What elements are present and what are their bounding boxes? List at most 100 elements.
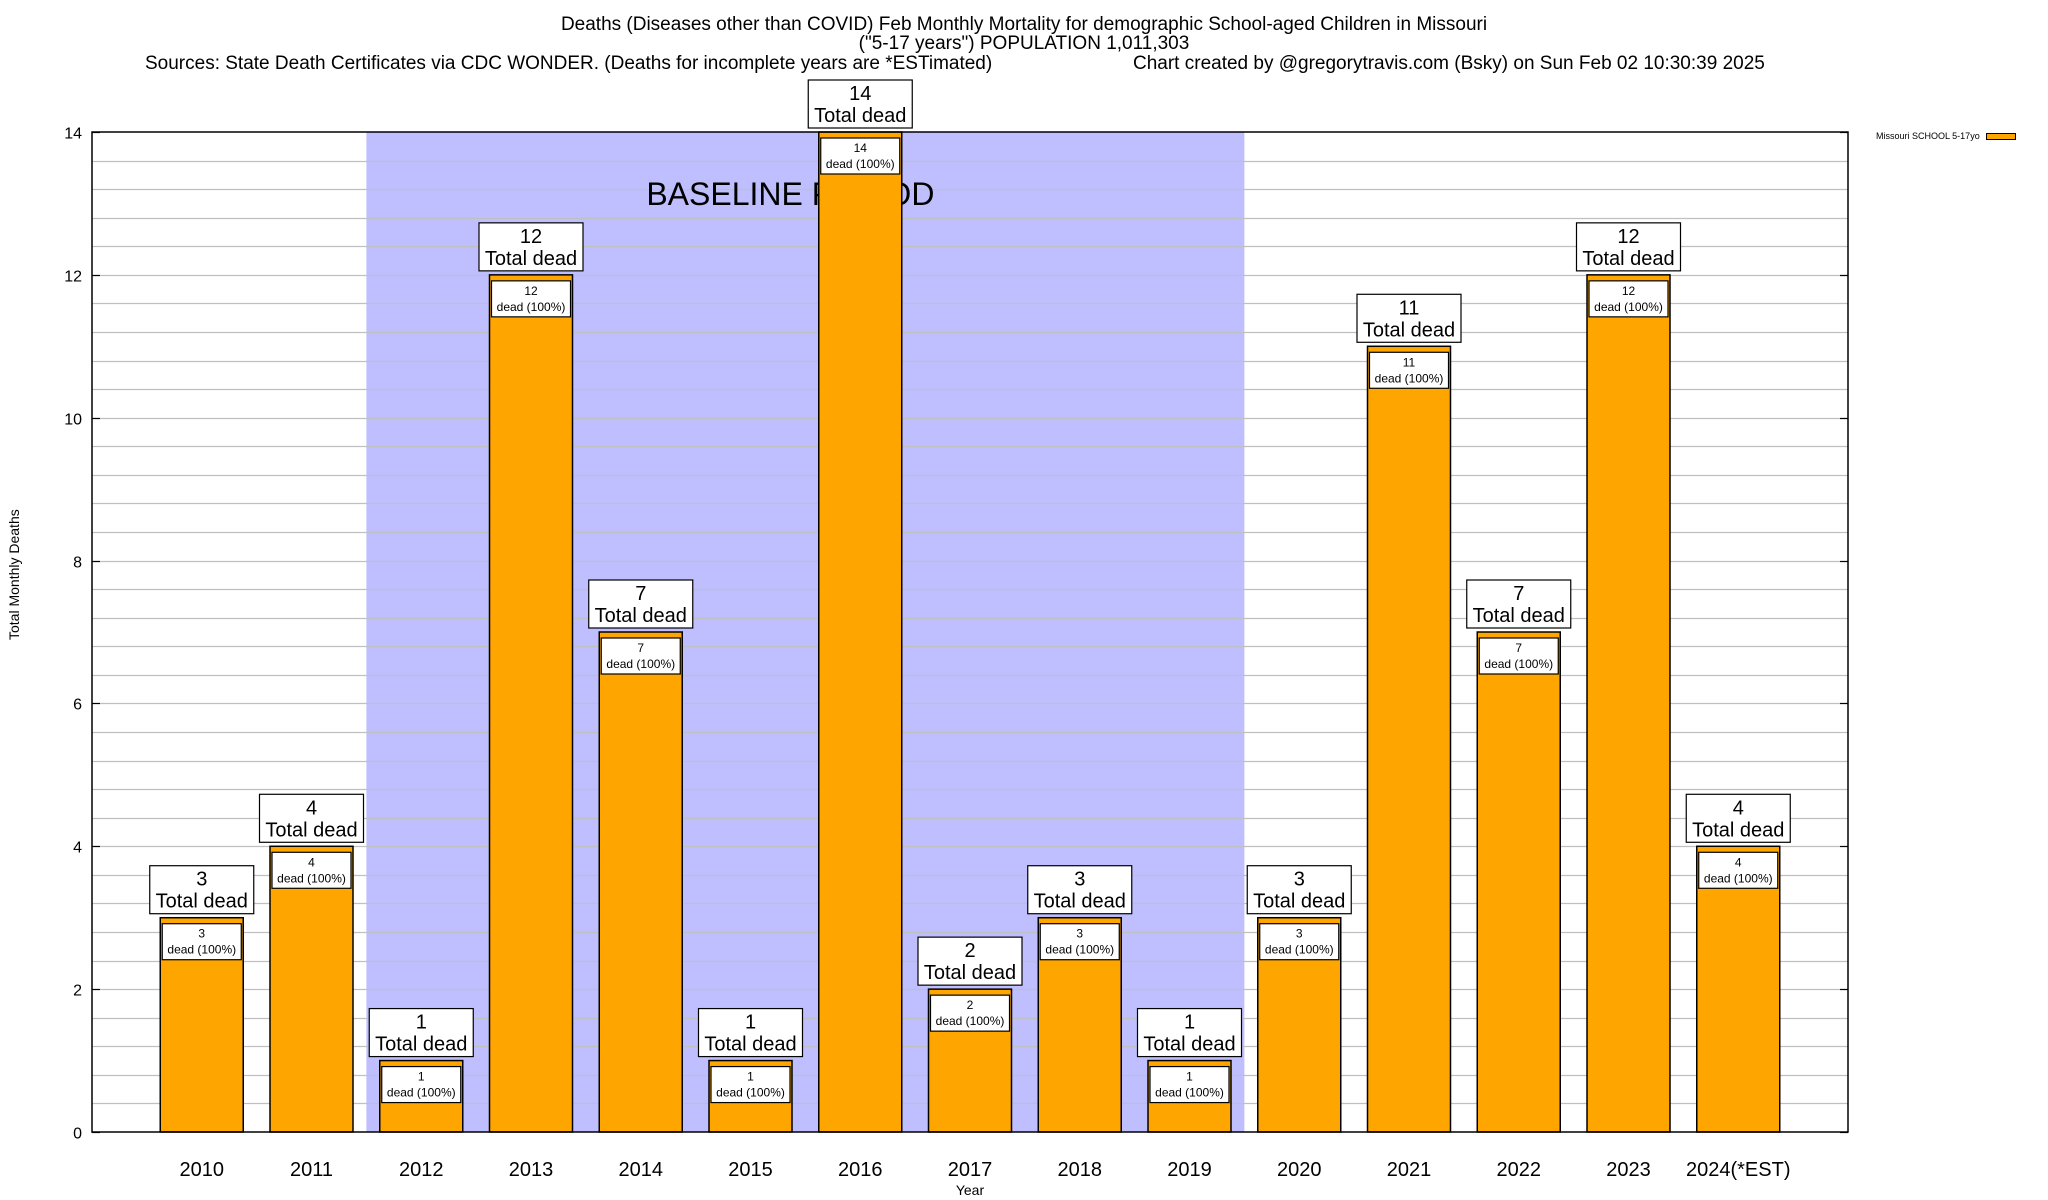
- bar-total-text-label: Total dead: [924, 962, 1016, 984]
- bar-inner-value-label: 14: [854, 141, 868, 155]
- x-tick-label: 2011: [290, 1159, 333, 1181]
- bar: [488, 274, 574, 1133]
- bar-inner-label-box: [1149, 1065, 1230, 1104]
- bar-total-text-label: Total dead: [595, 605, 687, 627]
- x-axis-label: Year: [955, 1182, 985, 1198]
- bar-inner-label-box: [600, 637, 681, 675]
- bar-total-label-box: [478, 222, 584, 272]
- bar-inner-value-label: 1: [747, 1070, 754, 1084]
- bar-inner-label-box: [1039, 923, 1120, 961]
- y-tick-label: 10: [64, 412, 82, 429]
- bar: [1586, 274, 1671, 1133]
- x-tick-label: 2016: [838, 1159, 883, 1181]
- bar-inner-percent-label: dead (100%): [936, 1014, 1005, 1028]
- x-tick-label: 2013: [509, 1159, 554, 1181]
- bar-total-text-label: Total dead: [1363, 319, 1455, 341]
- bar-total-text-label: Total dead: [1692, 819, 1784, 841]
- bar-total-value-label: 4: [1733, 797, 1744, 819]
- bar-inner-label-box: [1368, 351, 1450, 389]
- plot-frame: [91, 131, 1849, 1133]
- bar-total-value-label: 2: [964, 940, 975, 962]
- bar-inner-percent-label: dead (100%): [1265, 943, 1334, 957]
- bar-total-value-label: 12: [1617, 226, 1639, 248]
- bar-total-label-box: [258, 793, 365, 843]
- bar-inner-label-box: [1698, 851, 1779, 889]
- bar-total-label-box: [368, 1007, 474, 1058]
- bar-total-text-label: Total dead: [1253, 891, 1345, 913]
- bar-inner-percent-label: dead (100%): [1704, 871, 1773, 885]
- bar-inner-label-box: [271, 851, 352, 889]
- x-tick-label: 2022: [1497, 1159, 1542, 1181]
- bar-inner-percent-label: dead (100%): [497, 300, 566, 314]
- bar-total-label-box: [917, 936, 1023, 986]
- bar-inner-percent-label: dead (100%): [826, 157, 895, 171]
- legend: Missouri SCHOOL 5-17yo: [1876, 131, 2016, 141]
- bar-inner-value-label: 12: [1622, 284, 1636, 298]
- bar: [1366, 345, 1452, 1133]
- bar-total-value-label: 14: [849, 83, 871, 105]
- y-tick-label: 4: [73, 840, 82, 857]
- bar-total-value-label: 1: [416, 1012, 427, 1034]
- legend-swatch: [1985, 132, 2016, 140]
- bar: [1476, 631, 1561, 1133]
- bar-inner-label-box: [820, 137, 901, 175]
- legend-label: Missouri SCHOOL 5-17yo: [1876, 131, 1980, 141]
- bar-inner-value-label: 1: [418, 1070, 425, 1084]
- bar-inner-label-box: [710, 1065, 791, 1104]
- bar-inner-percent-label: dead (100%): [1594, 300, 1663, 314]
- bar-total-label-box: [1027, 865, 1133, 915]
- x-tick-label: 2023: [1606, 1159, 1651, 1181]
- bar-total-value-label: 3: [196, 869, 207, 891]
- bar-total-label-box: [1356, 293, 1462, 343]
- x-tick-label: 2017: [948, 1159, 993, 1181]
- bar-total-text-label: Total dead: [1582, 248, 1674, 270]
- x-tick-label: 2018: [1058, 1159, 1103, 1181]
- bar-total-text-label: Total dead: [485, 248, 577, 270]
- bar-total-value-label: 12: [520, 226, 542, 248]
- bar-total-label-box: [807, 79, 913, 129]
- bar-inner-percent-label: dead (100%): [606, 657, 675, 671]
- bar: [818, 131, 903, 1133]
- bar: [1696, 845, 1781, 1133]
- y-axis-label: Total Monthly Deaths: [6, 509, 22, 640]
- bar-inner-label-box: [1588, 280, 1669, 318]
- bar-inner-label-box: [381, 1065, 462, 1104]
- bar-inner-label-box: [1478, 637, 1559, 675]
- bar-inner-value-label: 12: [524, 284, 538, 298]
- bar-total-text-label: Total dead: [1034, 891, 1126, 913]
- bar-inner-value-label: 4: [308, 855, 315, 869]
- bar-total-label-box: [1136, 1007, 1243, 1058]
- bar-inner-label-box: [490, 280, 572, 318]
- bar-inner-value-label: 11: [1403, 355, 1416, 369]
- bar-total-value-label: 1: [745, 1012, 756, 1034]
- bar-total-label-box: [149, 865, 255, 915]
- bar: [269, 845, 354, 1133]
- chart-credit: Chart created by @gregorytravis.com (Bsk…: [1133, 53, 1765, 74]
- bar-total-label-box: [697, 1007, 804, 1058]
- bar-inner-percent-label: dead (100%): [1045, 943, 1114, 957]
- bar-inner-value-label: 1: [1186, 1070, 1193, 1084]
- x-tick-label: 2014: [619, 1159, 664, 1181]
- bar-total-value-label: 11: [1399, 297, 1420, 319]
- bar-inner-percent-label: dead (100%): [1375, 371, 1444, 385]
- y-tick-label: 6: [73, 697, 82, 714]
- bar-inner-value-label: 7: [1515, 641, 1522, 655]
- bar: [598, 631, 683, 1133]
- bar-total-label-box: [1246, 865, 1352, 915]
- bar-inner-percent-label: dead (100%): [277, 871, 346, 885]
- bar-total-value-label: 7: [1513, 583, 1524, 605]
- bar-total-value-label: 1: [1184, 1012, 1195, 1034]
- bar-total-text-label: Total dead: [265, 819, 357, 841]
- x-tick-label: 2024(*EST): [1686, 1159, 1791, 1181]
- bar-total-value-label: 3: [1294, 869, 1305, 891]
- y-tick-label: 2: [73, 983, 82, 1000]
- bar-total-text-label: Total dead: [1143, 1034, 1235, 1056]
- x-tick-label: 2015: [728, 1159, 773, 1181]
- bar-inner-percent-label: dead (100%): [1484, 657, 1553, 671]
- bar-inner-value-label: 7: [637, 641, 644, 655]
- bar-inner-value-label: 4: [1735, 855, 1742, 869]
- bar-inner-value-label: 3: [1296, 927, 1303, 941]
- bar-inner-label-box: [1259, 923, 1340, 961]
- x-tick-label: 2012: [399, 1159, 444, 1181]
- chart-subtitle: ("5-17 years") POPULATION 1,011,303: [858, 33, 1190, 54]
